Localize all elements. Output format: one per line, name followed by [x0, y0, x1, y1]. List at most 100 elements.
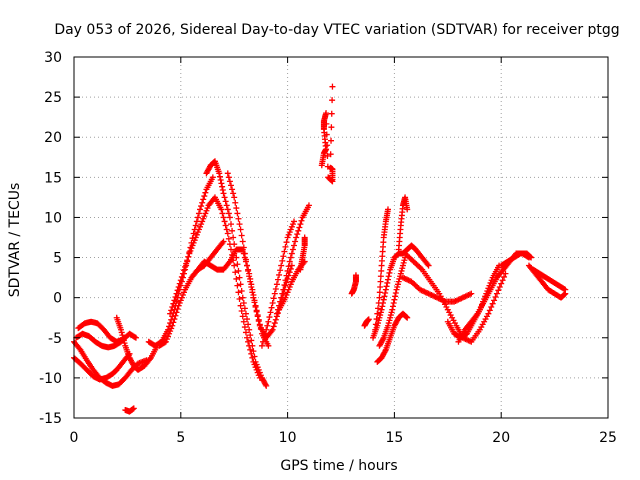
data-point-fill — [245, 321, 252, 328]
data-point-fill — [232, 269, 239, 276]
data-point-fill — [178, 273, 185, 280]
data-point-fill — [245, 266, 252, 273]
data-point-fill — [499, 277, 506, 284]
data-point-fill — [401, 257, 408, 264]
data-point-fill — [272, 285, 279, 292]
data-point-fill — [174, 287, 181, 294]
data-point-fill — [382, 289, 389, 296]
data-point-fill — [166, 330, 173, 337]
data-point-fill — [373, 316, 380, 323]
data-point-fill — [248, 337, 255, 344]
data-point-fill — [295, 227, 302, 234]
data-point — [220, 238, 227, 245]
data-point-fill — [495, 287, 502, 294]
data-point-fill — [377, 309, 384, 316]
data-point-fill — [396, 275, 403, 282]
series-arc13 — [258, 218, 298, 349]
data-point-fill — [236, 274, 243, 281]
x-tick-label: 15 — [385, 430, 403, 446]
data-point-fill — [199, 199, 206, 206]
series-arc10 — [203, 158, 270, 389]
data-point-fill — [382, 348, 389, 355]
data-point-fill — [170, 319, 177, 326]
data-point-fill — [237, 281, 244, 288]
data-point-fill — [323, 131, 330, 138]
series-arc8 — [156, 238, 227, 349]
data-point-fill — [491, 297, 498, 304]
data-point-fill — [372, 321, 379, 328]
data-point — [179, 270, 186, 277]
data-point-fill — [169, 304, 176, 311]
data-point-fill — [229, 186, 236, 193]
data-point-fill — [250, 291, 257, 298]
data-point-fill — [189, 242, 196, 249]
data-point-fill — [377, 312, 384, 319]
data-point-fill — [229, 227, 236, 234]
data-point-fill — [329, 97, 336, 104]
data-point-fill — [235, 215, 242, 222]
data-point-fill — [181, 289, 188, 296]
data-point — [562, 286, 569, 293]
data-point-fill — [328, 110, 335, 117]
y-tick-label: -15 — [39, 411, 62, 427]
chart-title: Day 053 of 2026, Sidereal Day-to-day VTE… — [54, 22, 619, 38]
data-point-fill — [392, 293, 399, 300]
x-tick-label: 0 — [70, 430, 79, 446]
data-point-fill — [176, 280, 183, 287]
data-point — [197, 206, 204, 213]
data-point-fill — [191, 237, 198, 244]
data-point — [239, 294, 246, 301]
y-tick-label: 0 — [53, 291, 62, 307]
data-point-fill — [276, 271, 283, 278]
data-point — [224, 170, 231, 177]
data-point-fill — [227, 246, 234, 253]
data-point-fill — [385, 273, 392, 280]
data-point-fill — [389, 303, 396, 310]
data-point-fill — [251, 353, 258, 360]
data-point — [209, 174, 216, 181]
data-point-fill — [328, 124, 335, 131]
series-arc24 — [395, 194, 411, 253]
data-point-fill — [561, 291, 568, 298]
data-point — [269, 326, 276, 333]
data-point-fill — [379, 303, 386, 310]
data-point-fill — [273, 281, 280, 288]
data-point-fill — [282, 277, 289, 284]
data-point-fill — [376, 314, 383, 321]
data-point — [263, 382, 270, 389]
data-point-fill — [263, 326, 270, 333]
data-point — [282, 282, 289, 289]
data-point-fill — [292, 238, 299, 245]
data-point — [502, 270, 509, 277]
data-point-fill — [383, 283, 390, 290]
data-point-fill — [324, 142, 331, 149]
data-point-fill — [328, 177, 335, 184]
data-point — [293, 234, 300, 241]
data-point-fill — [116, 339, 123, 346]
data-point-fill — [168, 325, 175, 332]
data-point — [224, 230, 231, 237]
data-point-fill — [269, 300, 276, 307]
data-point-fill — [181, 267, 188, 274]
data-point-fill — [218, 180, 225, 187]
y-tick-label: 20 — [44, 130, 62, 146]
data-point — [352, 272, 359, 279]
data-point-fill — [280, 253, 287, 260]
data-point-fill — [395, 278, 402, 285]
data-point-fill — [219, 183, 226, 190]
data-point-fill — [184, 257, 191, 264]
data-point-fill — [118, 329, 125, 336]
data-point-fill — [261, 334, 268, 341]
data-point — [273, 310, 280, 317]
data-point — [291, 218, 298, 225]
data-point-fill — [227, 221, 234, 228]
data-point — [130, 405, 137, 412]
data-point-fill — [255, 316, 262, 323]
data-point-fill — [247, 275, 254, 282]
data-point-fill — [270, 323, 277, 330]
data-point — [117, 338, 124, 345]
data-point-fill — [230, 190, 237, 197]
data-point-fill — [285, 263, 292, 270]
axis-ticks: 0 5 10 15 20 25 -15 -10 -5 0 5 10 15 20 25 30 — [39, 50, 617, 446]
data-point-fill — [398, 267, 405, 274]
